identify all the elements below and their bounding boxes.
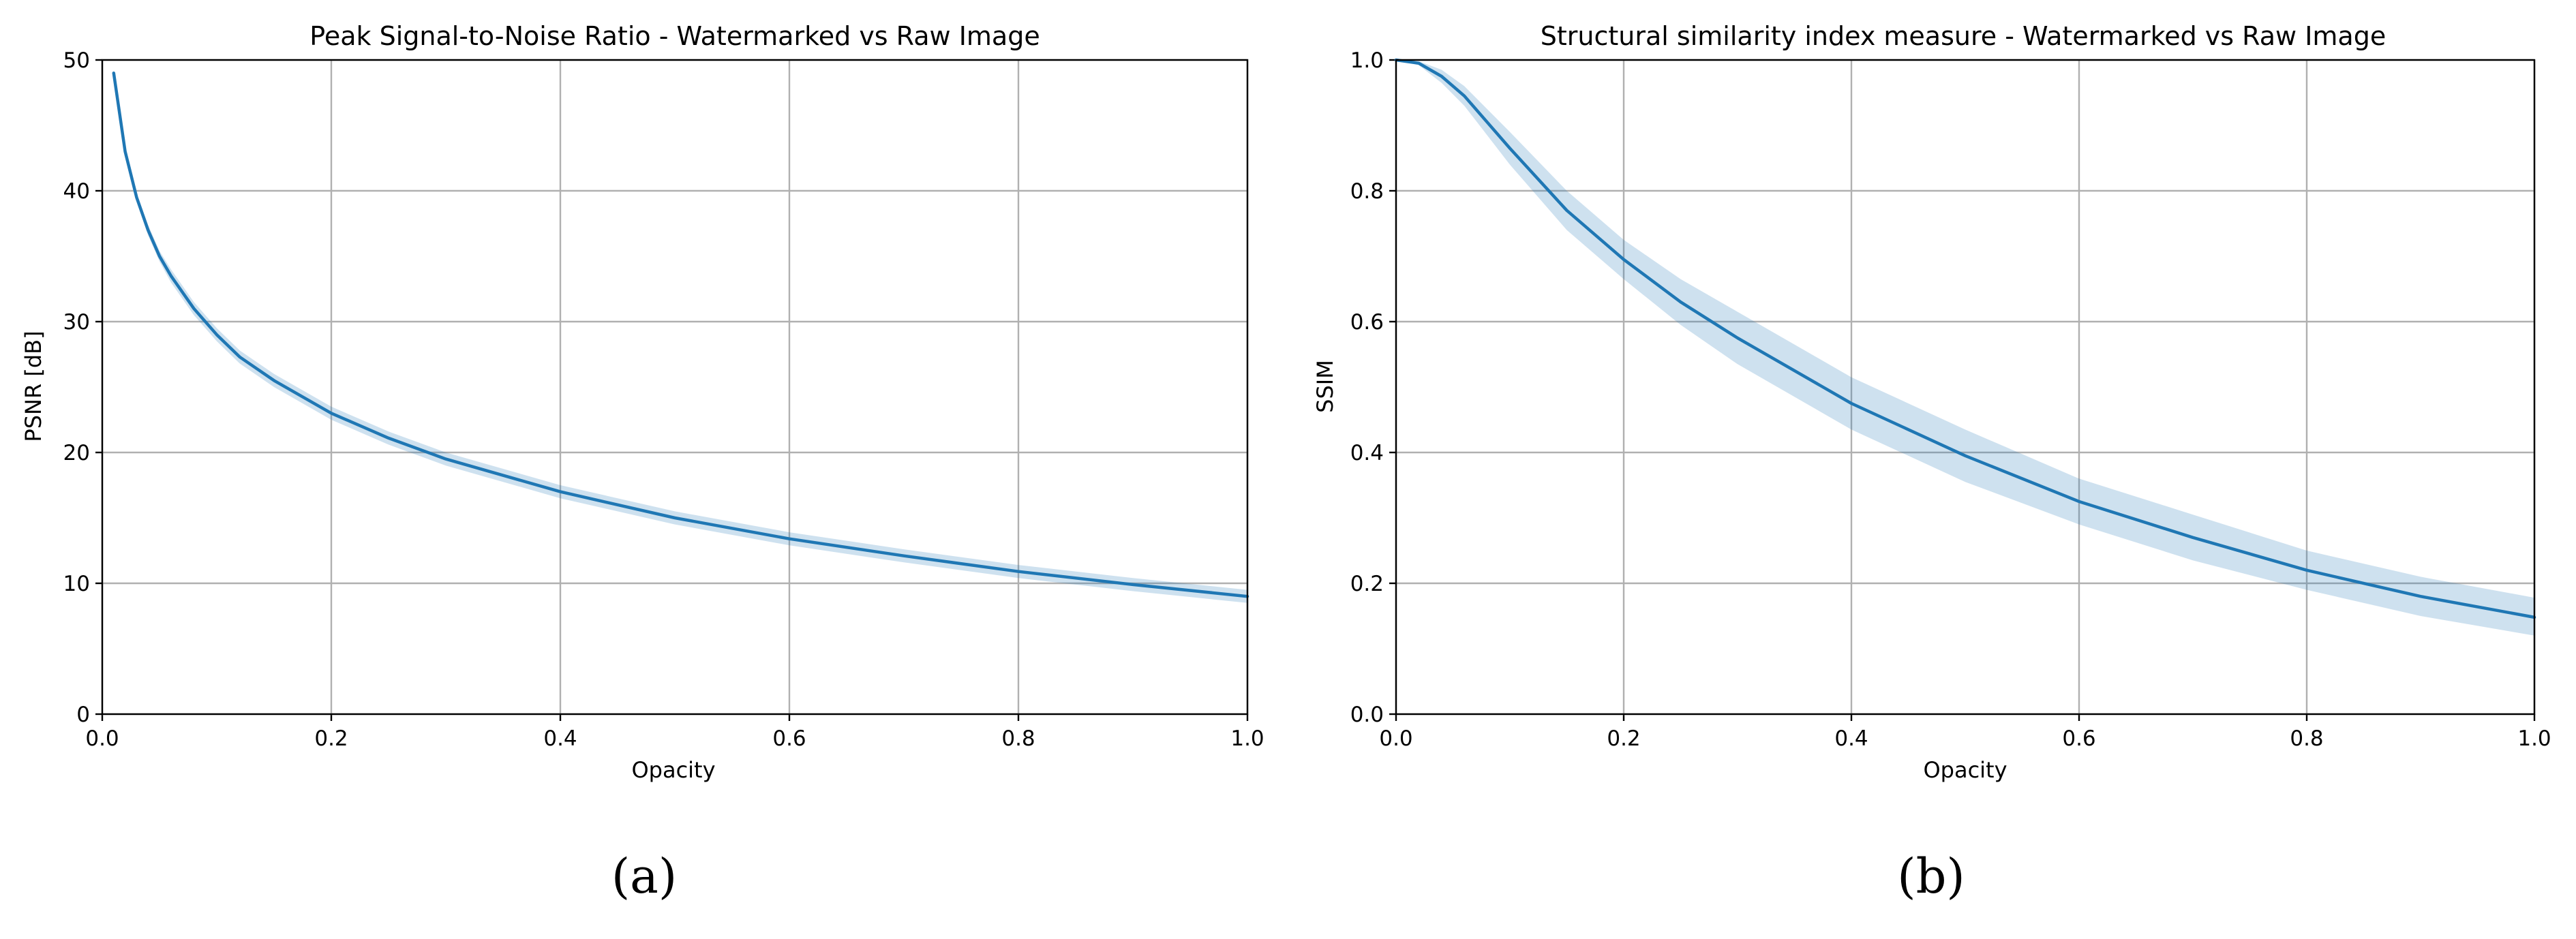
- chart-b-xtick-label-3: 0.6: [2062, 726, 2095, 751]
- chart-b-series-0-band: [1396, 60, 2534, 636]
- chart-b-xtick-label-4: 0.8: [2290, 726, 2323, 751]
- chart-a-series-0-line: [112, 71, 1249, 598]
- chart-a-xtick-label-2: 0.4: [543, 726, 577, 751]
- chart-a-series-0-band: [113, 70, 1247, 603]
- chart-b-ytick-label-2: 0.4: [1350, 441, 1384, 465]
- chart-a-xtick-label-3: 0.6: [772, 726, 806, 751]
- chart-b-ytick-label-0: 0.0: [1350, 703, 1384, 727]
- chart-b-xtick-label-5: 1.0: [2517, 726, 2551, 751]
- chart-a-ytick-label-2: 20: [63, 441, 90, 465]
- caption-b: (b): [1897, 848, 1965, 904]
- chart-a-ytick-label-3: 30: [63, 310, 90, 335]
- chart-b-ytick-label-3: 0.6: [1350, 310, 1384, 335]
- caption-a: (a): [611, 848, 678, 904]
- chart-b-ytick-label-1: 0.2: [1350, 572, 1384, 596]
- chart-a-ylabel: PSNR [dB]: [20, 330, 46, 442]
- chart-a-title: Peak Signal-to-Noise Ratio - Watermarked…: [309, 21, 1040, 51]
- chart-b-ytick-label-5: 1.0: [1350, 48, 1384, 73]
- chart-a-xtick-label-5: 1.0: [1230, 726, 1264, 751]
- chart-b-ytick-label-4: 0.8: [1350, 179, 1384, 204]
- chart-b-xtick-label-2: 0.4: [1834, 726, 1868, 751]
- chart-a-xtick-label-4: 0.8: [1001, 726, 1035, 751]
- chart-a-axes-frame: [101, 59, 1249, 715]
- chart-a-ytick-label-0: 0: [76, 703, 90, 727]
- chart-b-ylabel: SSIM: [1312, 360, 1338, 413]
- chart-a-xtick-label-1: 0.2: [314, 726, 348, 751]
- chart-a-ytick-label-4: 40: [63, 179, 90, 204]
- chart-b-xtick-label-0: 0.0: [1379, 726, 1412, 751]
- chart-b-axes-frame: [1395, 59, 2536, 715]
- chart-b-title: Structural similarity index measure - Wa…: [1541, 21, 2386, 51]
- chart-b-ssim: Structural similarity index measure - Wa…: [1312, 21, 2551, 783]
- chart-a-xtick-label-0: 0.0: [85, 726, 119, 751]
- chart-b-xlabel: Opacity: [1923, 757, 2007, 783]
- chart-a-psnr: Peak Signal-to-Noise Ratio - Watermarked…: [20, 21, 1264, 783]
- chart-b-series-0-line: [1394, 58, 2536, 619]
- chart-a-xlabel: Opacity: [631, 757, 715, 783]
- chart-a-ytick-label-1: 10: [63, 572, 90, 596]
- chart-a-ytick-label-5: 50: [63, 48, 90, 73]
- chart-b-xtick-label-1: 0.2: [1607, 726, 1640, 751]
